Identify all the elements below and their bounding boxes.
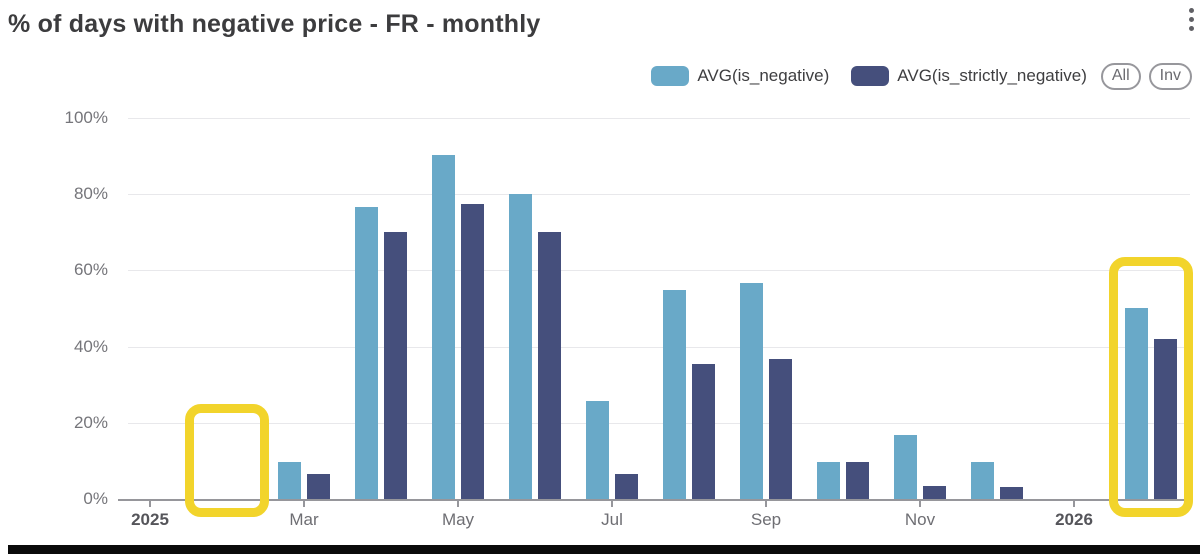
x-axis-tick xyxy=(303,499,305,507)
bar-is-strictly-negative[interactable] xyxy=(769,359,792,499)
gridline xyxy=(128,118,1190,119)
x-axis-label: Mar xyxy=(289,510,319,529)
x-axis-label: Jul xyxy=(601,510,623,529)
bar-is-negative[interactable] xyxy=(740,283,763,499)
legend-swatch-is-strictly-negative-icon xyxy=(851,66,890,86)
bar-is-strictly-negative[interactable] xyxy=(615,474,638,499)
bar-is-negative[interactable] xyxy=(971,462,994,499)
bar-is-strictly-negative[interactable] xyxy=(461,204,484,499)
kebab-menu-icon[interactable] xyxy=(1184,8,1198,44)
bar-is-negative[interactable] xyxy=(509,194,532,499)
x-axis-label: 2025 xyxy=(131,510,169,529)
x-axis-line xyxy=(118,499,1190,501)
legend-label: AVG(is_strictly_negative) xyxy=(897,66,1087,85)
bar-is-strictly-negative[interactable] xyxy=(923,486,946,499)
inv-button[interactable]: Inv xyxy=(1148,62,1192,90)
bar-is-strictly-negative[interactable] xyxy=(538,232,561,499)
legend: AVG(is_negative) AVG(is_strictly_negativ… xyxy=(651,62,1192,90)
y-axis-label: 0% xyxy=(83,489,108,508)
x-axis-label: Nov xyxy=(904,510,936,529)
x-axis-tick xyxy=(457,499,459,507)
x-axis-tick xyxy=(611,499,613,507)
highlight-annotation xyxy=(1109,257,1193,517)
all-button[interactable]: All xyxy=(1100,62,1141,90)
legend-item-is-negative[interactable]: AVG(is_negative) xyxy=(651,66,829,86)
bar-is-strictly-negative[interactable] xyxy=(1154,339,1177,499)
gridline xyxy=(128,270,1190,272)
x-axis-label: May xyxy=(441,510,475,529)
kebab-dot xyxy=(1188,26,1194,31)
bar-is-strictly-negative[interactable] xyxy=(307,474,330,499)
bar-is-negative[interactable] xyxy=(663,290,686,499)
kebab-dot xyxy=(1188,8,1194,13)
gridline xyxy=(128,422,1190,424)
x-axis-label: Sep xyxy=(750,510,782,529)
x-axis-tick xyxy=(149,499,151,507)
bottom-window-edge xyxy=(8,545,1200,554)
y-axis-label: 40% xyxy=(73,336,108,356)
legend-swatch-is-negative-icon xyxy=(651,66,690,86)
bar-is-strictly-negative[interactable] xyxy=(692,364,715,499)
gridline xyxy=(128,194,1190,196)
gridline xyxy=(128,346,1190,348)
bar-is-negative[interactable] xyxy=(894,435,917,499)
legend-label: AVG(is_negative) xyxy=(697,66,830,85)
y-axis-label: 60% xyxy=(73,260,108,280)
bar-is-negative[interactable] xyxy=(278,462,301,499)
y-axis-label: 80% xyxy=(73,184,108,204)
bar-is-strictly-negative[interactable] xyxy=(1000,487,1023,499)
y-axis-label: 100% xyxy=(64,108,108,127)
x-axis-tick xyxy=(919,499,921,507)
bar-is-negative[interactable] xyxy=(355,207,378,499)
bar-is-negative[interactable] xyxy=(586,401,609,499)
x-axis-tick xyxy=(1073,499,1075,507)
x-axis-tick xyxy=(765,499,767,507)
bar-is-negative[interactable] xyxy=(1125,308,1148,499)
bar-is-negative[interactable] xyxy=(432,155,455,499)
bar-is-strictly-negative[interactable] xyxy=(384,232,407,499)
bar-is-negative[interactable] xyxy=(817,462,840,499)
page-title: % of days with negative price - FR - mon… xyxy=(8,10,541,38)
legend-button-group: All Inv xyxy=(1100,62,1192,90)
y-axis-label: 20% xyxy=(73,412,108,432)
legend-item-is-strictly-negative[interactable]: AVG(is_strictly_negative) xyxy=(851,66,1087,86)
kebab-dot xyxy=(1188,17,1194,22)
x-axis-label: 2026 xyxy=(1055,510,1093,529)
highlight-annotation xyxy=(185,404,269,517)
bar-is-strictly-negative[interactable] xyxy=(846,462,869,499)
